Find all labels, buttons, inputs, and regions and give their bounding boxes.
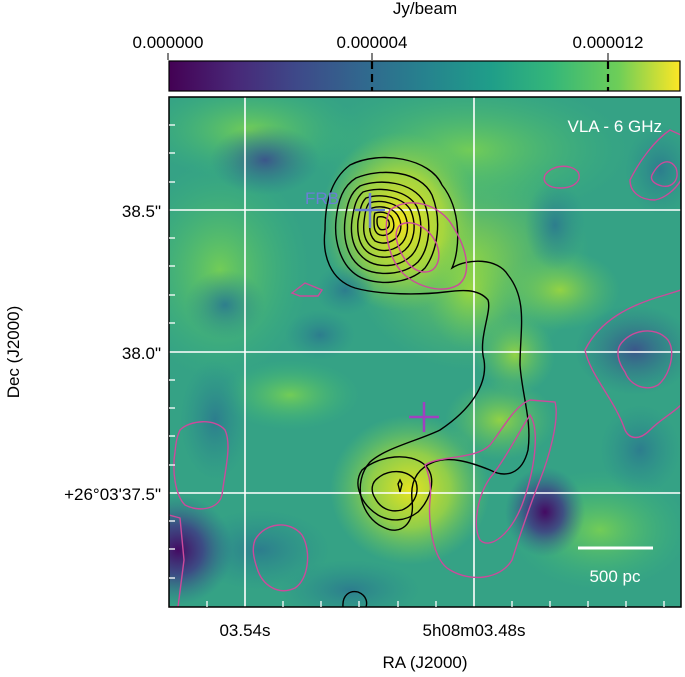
axis-ticks <box>169 124 665 607</box>
colorbar-tick-label: 0.000004 <box>337 33 408 52</box>
y-axis-label: Dec (J2000) <box>4 306 23 399</box>
host-centroid-marker <box>409 402 439 432</box>
y-tick-label: 38.5" <box>122 202 161 221</box>
colorbar-tick-label: 0.000000 <box>133 33 204 52</box>
frb-marker <box>355 193 385 228</box>
colorbar-tick-label: 0.000012 <box>573 33 644 52</box>
y-tick-label: +26°03'37.5" <box>64 485 161 504</box>
x-tick-label: 5h08m03.48s <box>422 621 525 640</box>
scale-bar-label: 500 pc <box>589 567 641 586</box>
grid-lines <box>169 97 681 607</box>
survey-label: VLA - 6 GHz <box>568 117 662 136</box>
frb-label: FRB <box>305 189 339 208</box>
black-contours <box>323 156 530 607</box>
colorbar-label: Jy/beam <box>393 0 457 18</box>
colorbar-gradient <box>168 60 681 92</box>
radio-image: FRB VLA - 6 GHz 500 pc <box>169 97 681 607</box>
plot-frame <box>168 96 682 608</box>
magenta-contours <box>169 129 681 607</box>
y-tick-label: 38.0" <box>122 344 161 363</box>
x-tick-label: 03.54s <box>219 621 270 640</box>
x-axis-label: RA (J2000) <box>382 653 467 672</box>
colorbar: Jy/beam 0.000000 0.000004 0.000012 <box>133 0 681 92</box>
